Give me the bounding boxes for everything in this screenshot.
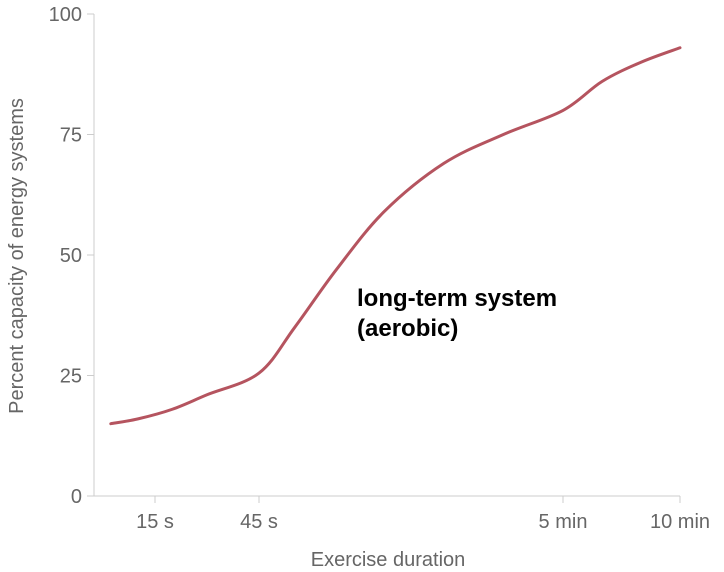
y-axis-title: Percent capacity of energy systems [6,98,28,414]
y-tick-label: 25 [60,366,82,388]
y-tick-label: 75 [60,125,82,147]
x-tick-label: 15 s [136,511,174,533]
y-axis-ticks: 0 25 50 75 100 [49,4,94,508]
x-axis-title: Exercise duration [311,549,466,571]
x-tick-label: 5 min [539,511,588,533]
y-tick-label: 100 [49,4,82,26]
annotation-line-2: (aerobic) [357,315,458,342]
series-line-aerobic [109,46,682,426]
y-tick-label: 50 [60,245,82,267]
annotation-line-1: long-term system [357,285,557,312]
x-tick-label: 10 min [650,511,710,533]
x-axis-ticks: 15 s 45 s 5 min 10 min [136,496,710,533]
y-tick-label: 0 [71,486,82,508]
x-tick-label: 45 s [240,511,278,533]
